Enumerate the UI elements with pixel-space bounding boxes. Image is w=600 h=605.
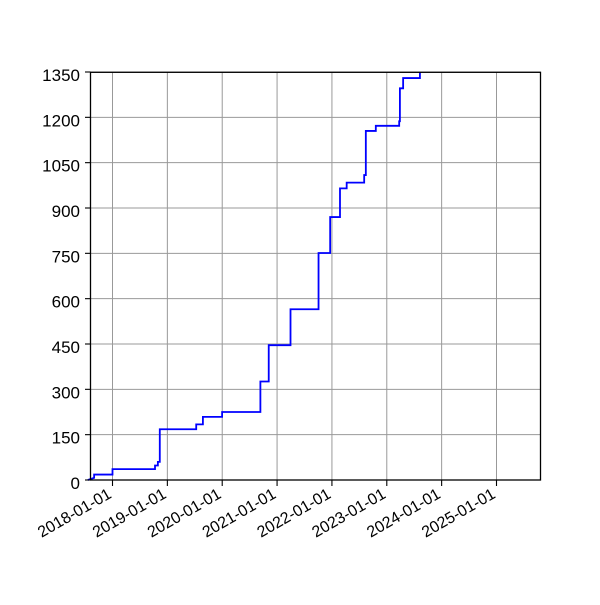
svg-text:300: 300 [52, 383, 80, 402]
svg-text:150: 150 [52, 429, 80, 448]
svg-text:750: 750 [52, 247, 80, 266]
svg-text:600: 600 [52, 293, 80, 312]
svg-text:0: 0 [71, 474, 80, 493]
svg-text:900: 900 [52, 202, 80, 221]
svg-text:1350: 1350 [42, 66, 80, 85]
svg-text:1200: 1200 [42, 111, 80, 130]
svg-text:450: 450 [52, 338, 80, 357]
svg-text:1050: 1050 [42, 157, 80, 176]
